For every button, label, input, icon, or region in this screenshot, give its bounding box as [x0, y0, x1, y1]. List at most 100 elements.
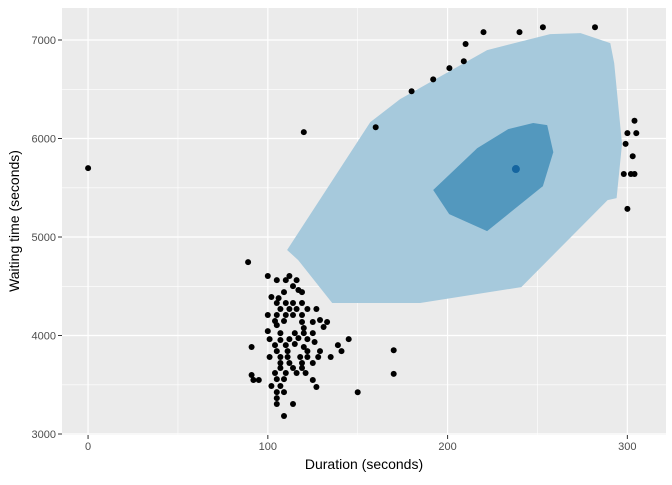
data-point — [304, 306, 311, 312]
data-point — [291, 341, 298, 347]
data-point — [273, 376, 280, 383]
data-point — [281, 389, 287, 396]
data-point — [408, 88, 415, 95]
data-point — [460, 58, 467, 65]
data-point — [281, 413, 287, 419]
data-point — [390, 370, 397, 377]
data-point — [277, 360, 284, 366]
data-point — [284, 354, 291, 360]
data-point — [324, 319, 331, 325]
data-point — [290, 312, 296, 318]
y-tick-label: 7000 — [32, 35, 56, 47]
y-tick-label: 6000 — [32, 134, 56, 146]
data-point — [633, 130, 640, 137]
data-point — [304, 336, 311, 343]
data-point — [297, 354, 304, 360]
data-point — [290, 300, 296, 306]
data-point — [299, 360, 305, 366]
data-point — [266, 336, 273, 343]
median-point — [511, 165, 520, 174]
y-tick-label: 3000 — [32, 429, 56, 441]
data-point — [430, 76, 437, 83]
data-point — [299, 300, 305, 306]
data-point — [299, 289, 305, 296]
data-point — [592, 24, 598, 31]
data-point — [290, 283, 296, 290]
data-point — [281, 376, 287, 383]
data-point — [516, 29, 523, 36]
data-point — [390, 347, 397, 354]
data-point — [338, 348, 345, 355]
data-point — [302, 370, 309, 376]
data-point — [539, 24, 546, 31]
data-point — [293, 370, 300, 376]
data-point — [622, 140, 629, 147]
data-point — [85, 165, 92, 172]
data-point — [273, 277, 280, 284]
data-point — [293, 277, 300, 284]
x-tick-label: 100 — [259, 441, 277, 453]
data-point — [264, 312, 271, 318]
data-point — [268, 383, 275, 389]
data-point — [291, 330, 298, 337]
data-point — [273, 312, 280, 318]
data-point — [311, 339, 318, 345]
data-point — [272, 370, 278, 376]
data-point — [462, 41, 469, 47]
outer-region — [287, 33, 622, 303]
data-point — [245, 259, 252, 266]
data-point — [300, 325, 307, 331]
data-point — [354, 389, 361, 396]
data-point — [286, 360, 293, 366]
data-point — [631, 171, 638, 177]
data-point — [277, 383, 284, 389]
data-point — [272, 342, 278, 349]
y-tick-label: 5000 — [32, 232, 56, 244]
data-point — [277, 306, 284, 312]
data-point — [309, 319, 316, 325]
data-point — [320, 324, 327, 330]
data-point — [290, 365, 296, 371]
data-point — [273, 401, 280, 407]
data-point — [624, 205, 631, 212]
data-point — [282, 277, 289, 284]
data-point — [631, 117, 638, 124]
data-point — [286, 336, 293, 343]
data-point — [317, 348, 323, 355]
data-point — [277, 354, 284, 360]
data-point — [273, 395, 280, 402]
y-axis: 3000 4000 5000 6000 7000 — [32, 35, 62, 441]
y-axis-title: Waiting time (seconds) — [6, 150, 22, 292]
data-point — [248, 372, 255, 378]
data-point — [266, 354, 273, 360]
data-point — [282, 312, 289, 318]
data-point — [273, 348, 280, 355]
data-point — [345, 336, 352, 343]
data-point — [282, 300, 289, 306]
x-axis: 0 100 200 300 — [85, 435, 637, 453]
data-point — [309, 330, 316, 337]
data-point — [309, 360, 316, 366]
data-point — [313, 306, 320, 312]
data-point — [255, 377, 262, 383]
data-point — [300, 330, 307, 337]
data-point — [290, 401, 296, 407]
data-point — [277, 337, 284, 343]
data-point — [304, 348, 311, 355]
data-point — [327, 354, 334, 360]
data-point — [304, 354, 311, 360]
data-point — [268, 294, 275, 300]
y-tick-label: 4000 — [32, 331, 56, 343]
data-point — [281, 318, 287, 324]
data-point — [334, 342, 341, 349]
data-point — [282, 342, 289, 349]
x-tick-label: 0 — [85, 441, 91, 453]
data-point — [264, 328, 271, 335]
data-point — [281, 289, 287, 296]
data-point — [372, 124, 379, 131]
data-point — [273, 389, 280, 396]
data-point — [273, 322, 280, 329]
data-point — [284, 348, 291, 355]
data-point — [299, 319, 305, 325]
